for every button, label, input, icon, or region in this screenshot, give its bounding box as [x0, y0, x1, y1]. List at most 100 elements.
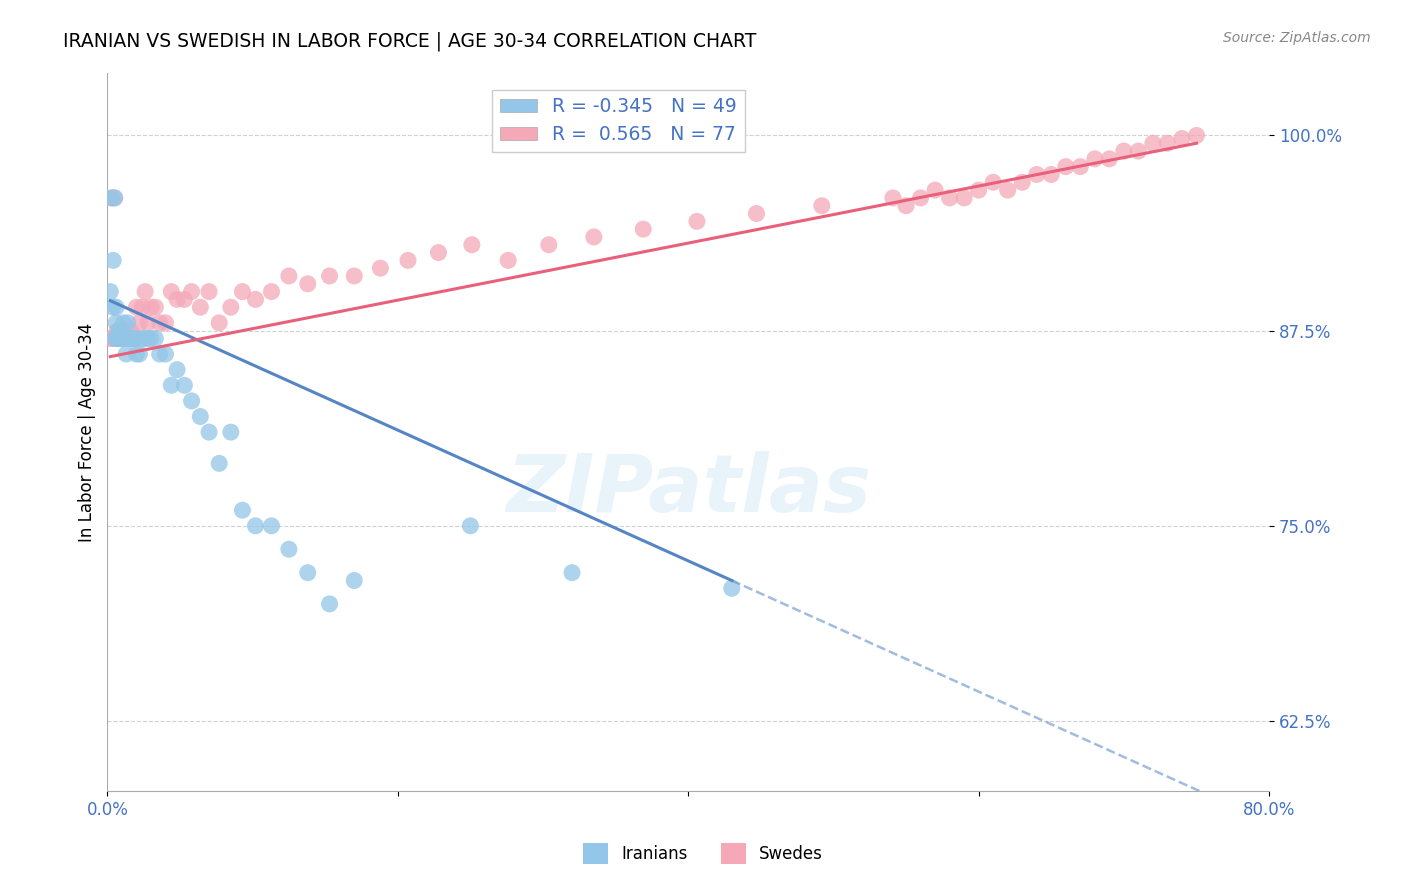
Point	[427, 245, 450, 260]
Point	[277, 268, 299, 283]
Point	[318, 268, 340, 283]
Point	[745, 206, 768, 220]
Legend: R = -0.345   N = 49, R =  0.565   N = 77: R = -0.345 N = 49, R = 0.565 N = 77	[492, 89, 745, 152]
Point	[1054, 160, 1077, 174]
Point	[105, 316, 128, 330]
Point	[120, 331, 142, 345]
Point	[139, 300, 162, 314]
Point	[114, 331, 136, 345]
Text: IRANIAN VS SWEDISH IN LABOR FORCE | AGE 30-34 CORRELATION CHART: IRANIAN VS SWEDISH IN LABOR FORCE | AGE …	[63, 31, 756, 51]
Point	[104, 191, 127, 205]
Point	[136, 316, 159, 330]
Point	[155, 316, 177, 330]
Point	[112, 316, 135, 330]
Point	[136, 331, 159, 345]
Point	[277, 542, 299, 557]
Point	[143, 331, 166, 345]
Point	[910, 191, 932, 205]
Point	[997, 183, 1019, 197]
Point	[128, 316, 150, 330]
Point	[124, 331, 146, 345]
Point	[100, 191, 122, 205]
Point	[188, 409, 211, 424]
Point	[125, 300, 148, 314]
Point	[131, 300, 153, 314]
Point	[1112, 144, 1135, 158]
Point	[967, 183, 990, 197]
Point	[631, 222, 654, 236]
Point	[107, 331, 129, 345]
Point	[173, 293, 195, 307]
Point	[198, 425, 221, 439]
Point	[343, 268, 366, 283]
Y-axis label: In Labor Force | Age 30-34: In Labor Force | Age 30-34	[79, 323, 96, 541]
Point	[1171, 131, 1194, 145]
Point	[582, 230, 605, 244]
Point	[173, 378, 195, 392]
Point	[104, 191, 127, 205]
Point	[107, 331, 129, 345]
Point	[461, 237, 484, 252]
Point	[103, 331, 125, 345]
Point	[103, 300, 125, 314]
Point	[208, 456, 231, 470]
Point	[121, 331, 143, 345]
Point	[160, 285, 183, 299]
Point	[104, 331, 127, 345]
Point	[114, 331, 136, 345]
Point	[537, 237, 560, 252]
Point	[938, 191, 960, 205]
Point	[180, 393, 202, 408]
Point	[1098, 152, 1121, 166]
Point	[108, 331, 131, 345]
Point	[120, 324, 142, 338]
Point	[143, 300, 166, 314]
Point	[1011, 175, 1033, 189]
Point	[245, 293, 267, 307]
Point	[117, 316, 139, 330]
Point	[122, 331, 145, 345]
Point	[260, 518, 283, 533]
Point	[924, 183, 946, 197]
Point	[121, 331, 143, 345]
Point	[1185, 128, 1208, 143]
Point	[686, 214, 709, 228]
Point	[108, 324, 131, 338]
Point	[981, 175, 1004, 189]
Point	[112, 324, 135, 338]
Point	[180, 285, 202, 299]
Point	[198, 285, 221, 299]
Point	[396, 253, 419, 268]
Point	[166, 293, 188, 307]
Legend: Iranians, Swedes: Iranians, Swedes	[576, 837, 830, 871]
Point	[882, 191, 904, 205]
Point	[110, 331, 132, 345]
Point	[139, 331, 162, 345]
Point	[98, 285, 121, 299]
Point	[118, 331, 141, 345]
Point	[115, 331, 138, 345]
Point	[1084, 152, 1107, 166]
Point	[149, 316, 172, 330]
Point	[107, 331, 129, 345]
Point	[105, 331, 128, 345]
Point	[894, 199, 917, 213]
Point	[1156, 136, 1178, 151]
Point	[370, 261, 392, 276]
Point	[160, 378, 183, 392]
Point	[117, 331, 139, 345]
Point	[460, 518, 482, 533]
Point	[208, 316, 231, 330]
Point	[245, 518, 267, 533]
Point	[111, 331, 134, 345]
Point	[811, 199, 834, 213]
Point	[118, 331, 141, 345]
Point	[122, 331, 145, 345]
Point	[111, 331, 134, 345]
Point	[1040, 168, 1063, 182]
Point	[125, 347, 148, 361]
Point	[124, 331, 146, 345]
Point	[219, 300, 242, 314]
Point	[343, 574, 366, 588]
Point	[100, 191, 122, 205]
